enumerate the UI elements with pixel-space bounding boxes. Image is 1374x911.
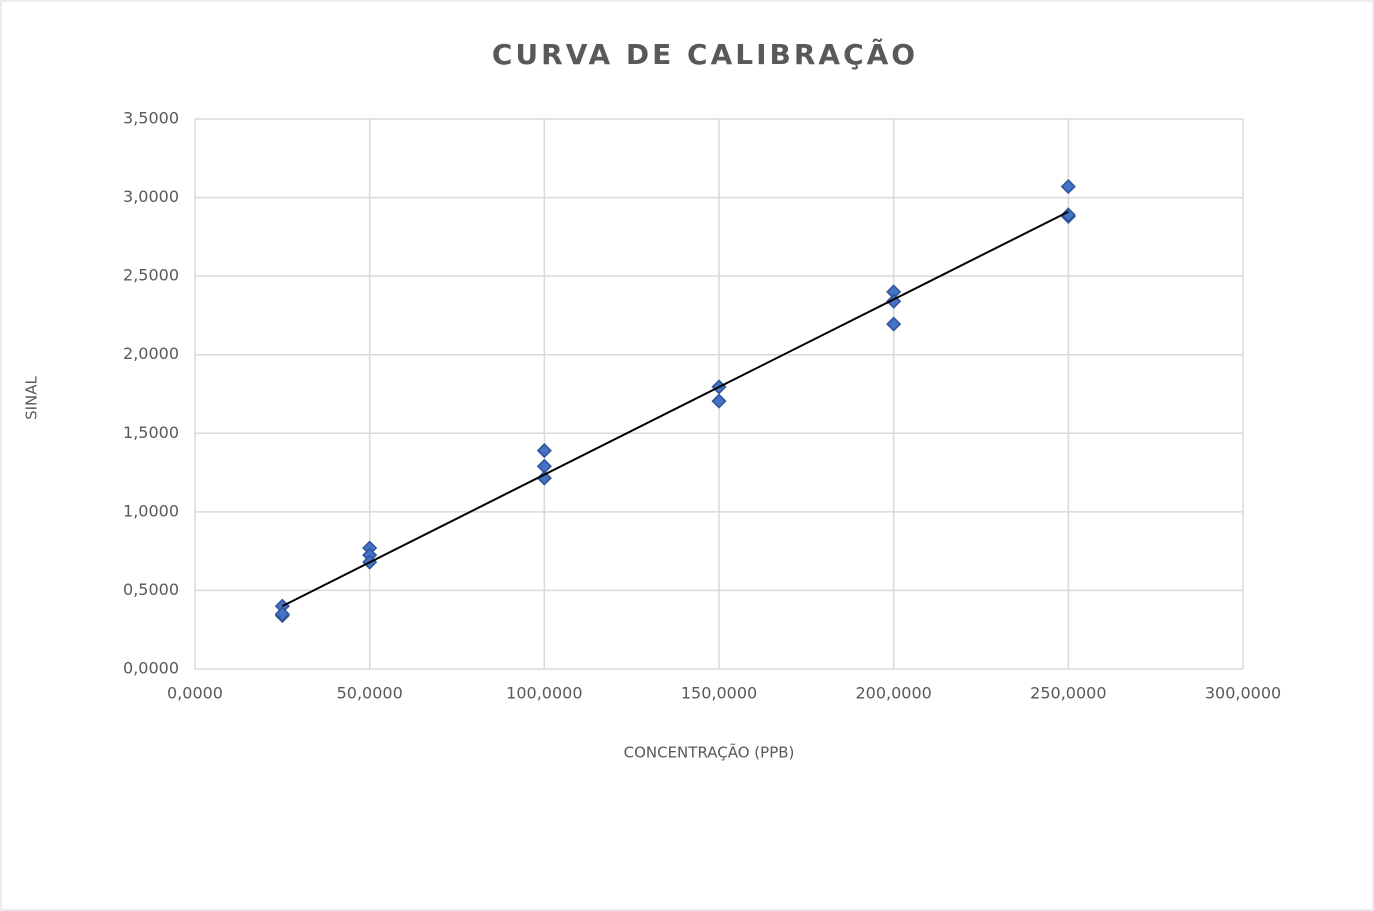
x-tick-label: 150,0000: [681, 684, 757, 703]
y-tick-label: 3,5000: [123, 109, 179, 128]
chart-title: CURVA DE CALIBRAÇÃO: [492, 37, 918, 71]
y-tick-label: 1,5000: [123, 423, 179, 442]
data-point: [711, 393, 727, 409]
y-tick-label: 0,5000: [123, 580, 179, 599]
x-axis-label: CONCENTRAÇÃO (PPB): [624, 743, 795, 762]
x-tick-label: 200,0000: [855, 684, 931, 703]
data-point: [536, 443, 552, 459]
y-tick-label: 2,0000: [123, 344, 179, 363]
data-point: [274, 606, 290, 622]
x-tick-label: 50,0000: [337, 684, 403, 703]
data-point: [1060, 207, 1076, 223]
x-tick-label: 300,0000: [1205, 684, 1281, 703]
trendline: [281, 210, 1069, 608]
y-tick-label: 2,5000: [123, 266, 179, 285]
data-point: [1060, 179, 1076, 195]
y-axis-label: SINAL: [23, 375, 41, 419]
x-tick-label: 0,0000: [167, 684, 223, 703]
data-point: [886, 316, 902, 332]
y-tick-label: 0,0000: [123, 659, 179, 678]
x-tick-label: 100,0000: [506, 684, 582, 703]
x-tick-label: 250,0000: [1030, 684, 1106, 703]
y-tick-label: 3,0000: [123, 187, 179, 206]
y-tick-label: 1,0000: [123, 501, 179, 520]
